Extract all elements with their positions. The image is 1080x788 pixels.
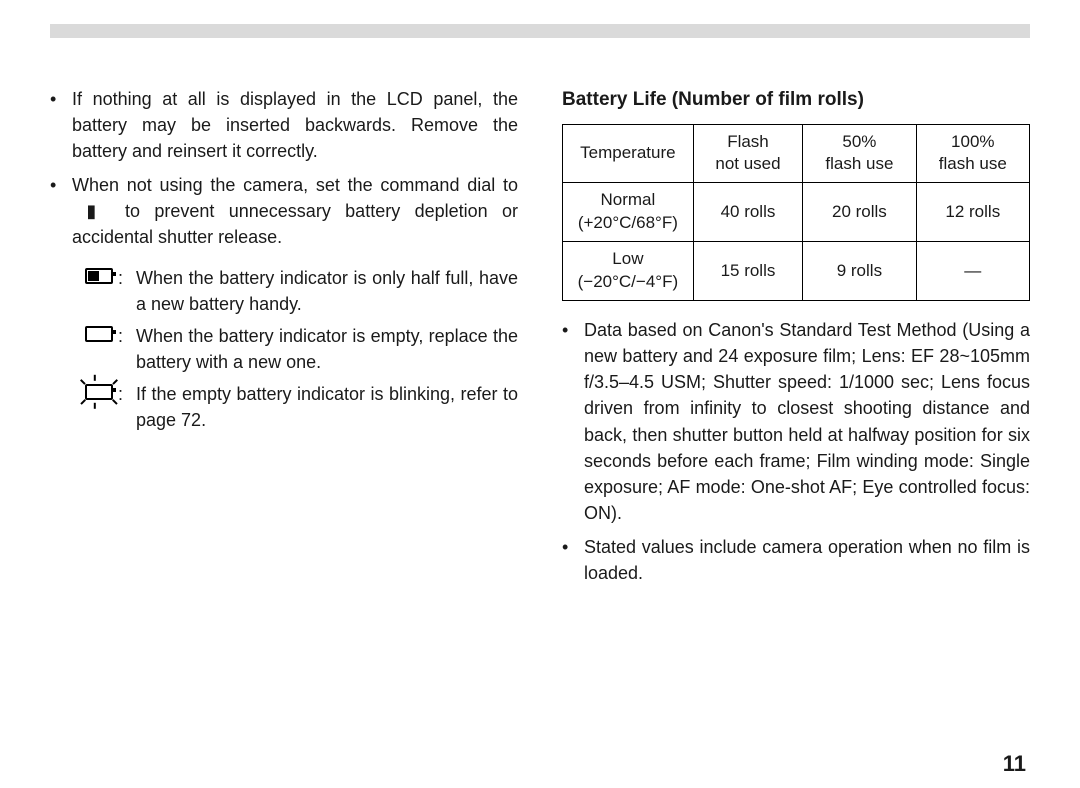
table-cell: 20 rolls (803, 183, 916, 242)
indicator-row-blink: : If the empty battery indicator is blin… (80, 381, 518, 433)
left-bullet-list: If nothing at all is displayed in the LC… (50, 86, 518, 251)
manual-page: If nothing at all is displayed in the LC… (0, 0, 1080, 788)
page-number: 11 (1003, 748, 1026, 780)
colon: : (118, 265, 136, 317)
indicator-text: When the battery indicator is empty, rep… (136, 323, 518, 375)
battery-blinking-icon (80, 381, 118, 433)
table-row: Normal(+20°C/68°F) 40 rolls 20 rolls 12 … (563, 183, 1030, 242)
table-cell: — (916, 242, 1029, 301)
table-cell: 9 rolls (803, 242, 916, 301)
bullet-item: When not using the camera, set the comma… (50, 172, 518, 250)
indicator-text: When the battery indicator is only half … (136, 265, 518, 317)
colon: : (118, 323, 136, 375)
battery-life-heading: Battery Life (Number of film rolls) (562, 86, 1030, 114)
colon: : (118, 381, 136, 433)
content-columns: If nothing at all is displayed in the LC… (50, 86, 1030, 594)
table-header: Temperature (563, 124, 694, 183)
table-cell: 40 rolls (693, 183, 802, 242)
battery-indicator-list: : When the battery indicator is only hal… (50, 265, 518, 434)
table-cell: 15 rolls (693, 242, 802, 301)
bullet-item: Stated values include camera operation w… (562, 534, 1030, 586)
indicator-text: If the empty battery indicator is blinki… (136, 381, 518, 433)
table-header: Flashnot used (693, 124, 802, 183)
table-header-row: Temperature Flashnot used 50%flash use 1… (563, 124, 1030, 183)
table-cell: Low(−20°C/−4°F) (563, 242, 694, 301)
table-row: Low(−20°C/−4°F) 15 rolls 9 rolls — (563, 242, 1030, 301)
table-header: 50%flash use (803, 124, 916, 183)
table-header: 100%flash use (916, 124, 1029, 183)
battery-life-table: Temperature Flashnot used 50%flash use 1… (562, 124, 1030, 302)
indicator-row-half: : When the battery indicator is only hal… (80, 265, 518, 317)
battery-empty-icon (80, 323, 118, 375)
bullet-item: If nothing at all is displayed in the LC… (50, 86, 518, 164)
bullet-item: Data based on Canon's Standard Test Meth… (562, 317, 1030, 526)
battery-half-icon (80, 265, 118, 317)
table-cell: 12 rolls (916, 183, 1029, 242)
header-bar (50, 24, 1030, 38)
right-column: Battery Life (Number of film rolls) Temp… (562, 86, 1030, 594)
indicator-row-empty: : When the battery indicator is empty, r… (80, 323, 518, 375)
table-cell: Normal(+20°C/68°F) (563, 183, 694, 242)
right-bullet-list: Data based on Canon's Standard Test Meth… (562, 317, 1030, 586)
left-column: If nothing at all is displayed in the LC… (50, 86, 518, 594)
